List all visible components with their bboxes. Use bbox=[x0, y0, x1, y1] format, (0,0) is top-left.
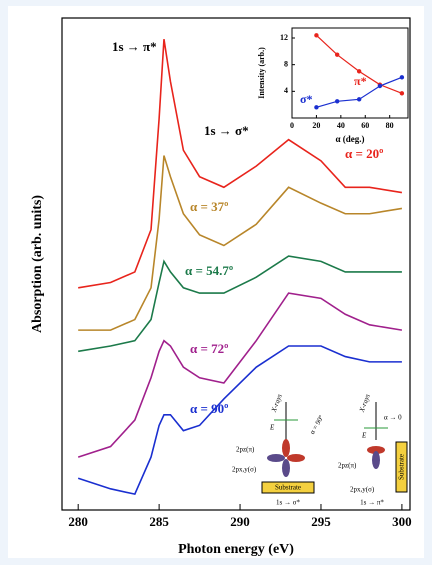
inset-x-tick-label: 60 bbox=[361, 121, 369, 130]
substrate bbox=[261, 481, 315, 494]
label: 2px,y(σ) bbox=[232, 466, 257, 474]
label: 2pz(π) bbox=[236, 446, 255, 454]
inset-y-tick-label: 12 bbox=[280, 33, 288, 42]
series-label: α = 72º bbox=[190, 341, 228, 356]
point bbox=[334, 99, 340, 104]
series-label: α = 90º bbox=[190, 401, 228, 416]
point bbox=[314, 105, 319, 110]
series-line bbox=[78, 255, 402, 353]
label: E bbox=[361, 432, 367, 440]
inset-x-tick-label: 40 bbox=[337, 121, 345, 130]
point bbox=[356, 69, 362, 74]
inset-x-tick-label: 80 bbox=[386, 121, 394, 130]
x-axis-label: Photon energy (eV) bbox=[178, 542, 294, 557]
orbital bbox=[282, 459, 290, 477]
label: α → 0 bbox=[384, 414, 402, 422]
label: Substrate bbox=[398, 454, 406, 480]
x-tick-label: 300 bbox=[392, 514, 412, 529]
label: 1s → π* bbox=[360, 499, 384, 507]
x-tick-label: 290 bbox=[230, 514, 250, 529]
x-tick-label: 295 bbox=[311, 514, 331, 529]
annotation: 1s → σ* bbox=[204, 123, 249, 138]
point bbox=[334, 52, 340, 57]
orbital bbox=[372, 451, 380, 469]
inset-y-label: Intensity (arb.) bbox=[257, 47, 266, 99]
inset-x-tick-label: 20 bbox=[312, 121, 320, 130]
y-axis-label: Absorption (arb. units) bbox=[30, 195, 45, 333]
series-line bbox=[78, 39, 403, 289]
inset-series-label: π* bbox=[354, 74, 367, 88]
inset-x-tick-label: 0 bbox=[290, 121, 294, 130]
substrate bbox=[395, 441, 408, 493]
inset-series-label: σ* bbox=[300, 92, 313, 106]
inset-frame bbox=[291, 27, 409, 119]
series-label: α = 54.7º bbox=[185, 263, 233, 278]
orbital bbox=[267, 454, 285, 462]
point bbox=[356, 97, 362, 102]
series-line bbox=[78, 155, 403, 331]
label: 2px,y(σ) bbox=[350, 486, 375, 494]
label: Substrate bbox=[275, 484, 301, 492]
label: 1s → σ* bbox=[276, 499, 300, 507]
series-line bbox=[77, 292, 403, 458]
label: E bbox=[269, 424, 275, 432]
point bbox=[377, 83, 383, 89]
orbital bbox=[287, 454, 305, 462]
plot-frame bbox=[61, 17, 411, 511]
series-label: α = 20º bbox=[345, 146, 383, 161]
label: 2pz(π) bbox=[338, 462, 357, 470]
inset-x-label: α (deg.) bbox=[335, 134, 364, 144]
point bbox=[399, 75, 405, 80]
inset-y-tick-label: 4 bbox=[284, 86, 288, 95]
x-tick-label: 285 bbox=[149, 514, 169, 529]
series-line bbox=[77, 345, 402, 496]
point bbox=[314, 33, 319, 38]
inset-y-tick-label: 8 bbox=[284, 59, 288, 68]
annotation: 1s → π* bbox=[112, 39, 157, 54]
point bbox=[399, 91, 405, 96]
series-label: α = 37º bbox=[190, 199, 228, 214]
orbital bbox=[282, 439, 290, 457]
orbital bbox=[367, 446, 385, 454]
x-tick-label: 280 bbox=[68, 514, 88, 529]
